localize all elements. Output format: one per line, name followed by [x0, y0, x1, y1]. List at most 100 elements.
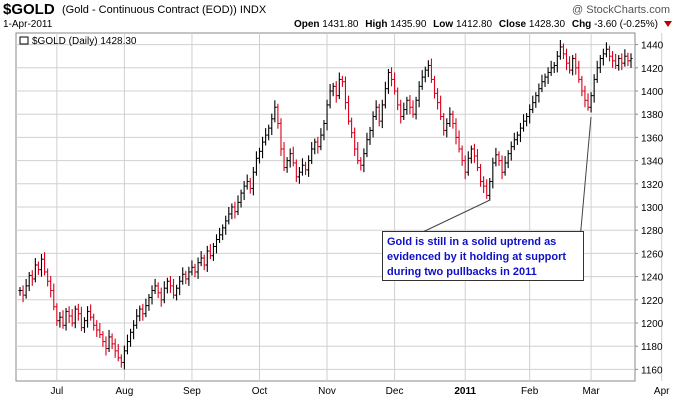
- price-bar: [402, 102, 406, 120]
- x-tick-label: Dec: [386, 386, 404, 397]
- price-bars: [18, 39, 633, 370]
- price-bar: [187, 266, 191, 286]
- price-bar: [426, 60, 430, 78]
- price-bar: [303, 161, 308, 176]
- y-tick-label: 1400: [641, 87, 664, 98]
- price-bar: [125, 334, 130, 355]
- price-bar: [454, 118, 458, 145]
- y-tick-label: 1300: [641, 203, 664, 214]
- price-bar: [76, 303, 80, 321]
- price-bar: [537, 83, 541, 103]
- price-bar: [132, 320, 136, 340]
- price-bar: [113, 338, 117, 358]
- price-bar: [73, 305, 77, 329]
- price-bar: [614, 53, 618, 69]
- price-bar: [199, 251, 203, 267]
- x-tick-label: Apr: [654, 386, 670, 397]
- price-bar: [423, 66, 427, 83]
- price-bar: [589, 92, 593, 113]
- price-bar: [162, 281, 166, 304]
- price-bar: [543, 73, 547, 87]
- price-bar: [92, 313, 96, 331]
- stockcharts-brand[interactable]: @ StockCharts.com: [572, 4, 670, 16]
- price-bar: [448, 107, 452, 127]
- price-bar: [466, 151, 470, 176]
- y-tick-label: 1160: [641, 365, 663, 376]
- price-bar: [24, 278, 28, 299]
- price-bar: [574, 53, 578, 75]
- price-bar: [267, 124, 271, 141]
- price-bar: [85, 306, 90, 328]
- price-bar: [39, 253, 44, 277]
- price-bar: [595, 60, 599, 83]
- close-label: Close: [498, 19, 527, 30]
- price-bar: [460, 145, 464, 166]
- price-bar: [64, 307, 68, 331]
- x-tick-label: Jul: [50, 386, 63, 397]
- price-bar: [138, 305, 142, 322]
- price-bar: [174, 284, 179, 301]
- chart-header: $GOLD (Gold - Continuous Contract (EOD))…: [0, 0, 680, 32]
- price-bar: [18, 287, 22, 296]
- price-bar: [500, 155, 504, 180]
- price-bar: [451, 110, 455, 129]
- price-bar: [279, 118, 283, 156]
- price-bar: [245, 174, 249, 190]
- down-arrow-icon: [664, 21, 672, 27]
- price-bar: [432, 75, 437, 99]
- price-bar: [297, 166, 302, 184]
- price-bar: [408, 95, 412, 115]
- price-bar: [472, 143, 477, 163]
- x-tick-label: Nov: [318, 386, 336, 397]
- chg-value: -3.60 (-0.25%): [594, 19, 658, 30]
- price-bar: [300, 158, 305, 176]
- price-bar: [202, 254, 206, 271]
- price-bar: [30, 270, 34, 286]
- price-bar: [561, 43, 566, 60]
- price-bar: [604, 42, 609, 58]
- y-tick-label: 1220: [641, 296, 664, 307]
- price-bar: [58, 311, 62, 328]
- price-bar: [411, 100, 415, 118]
- open-label: Open: [293, 19, 320, 30]
- grid-lines: [16, 33, 663, 381]
- price-bar: [156, 282, 160, 299]
- annotation-box: Gold is still in a solid uptrend as evid…: [382, 231, 584, 281]
- price-bar: [46, 268, 50, 287]
- price-bar: [322, 120, 326, 141]
- price-bar: [506, 150, 510, 169]
- price-bar: [95, 320, 99, 337]
- legend-swatch-icon: [19, 36, 29, 45]
- price-bar: [236, 195, 240, 216]
- chart-legend: $GOLD (Daily) 1428.30: [19, 36, 137, 47]
- price-bar: [396, 87, 400, 111]
- price-bar: [285, 157, 289, 173]
- price-bar: [181, 267, 185, 285]
- price-bar: [420, 70, 424, 90]
- price-bar: [168, 276, 173, 293]
- price-bar: [190, 260, 194, 276]
- price-bar: [512, 132, 516, 151]
- price-bar: [144, 298, 148, 318]
- price-bar: [368, 126, 372, 145]
- price-bar: [445, 118, 449, 138]
- price-bar: [417, 81, 421, 108]
- y-tick-label: 1320: [641, 180, 664, 191]
- price-bar: [165, 277, 169, 294]
- price-bar: [392, 72, 397, 95]
- price-bar: [534, 92, 538, 108]
- price-bar: [291, 146, 295, 167]
- price-bar: [82, 317, 87, 333]
- price-bar: [61, 310, 65, 329]
- ticker-symbol: $GOLD: [3, 1, 55, 18]
- price-bar: [49, 276, 53, 298]
- price-bar: [531, 95, 535, 114]
- price-bar: [564, 48, 569, 71]
- price-bar: [457, 130, 461, 153]
- price-bar: [549, 60, 553, 76]
- price-bar: [233, 201, 237, 219]
- low-value: 1412.80: [455, 19, 493, 30]
- y-tick-label: 1440: [641, 41, 664, 52]
- price-bar: [399, 99, 403, 124]
